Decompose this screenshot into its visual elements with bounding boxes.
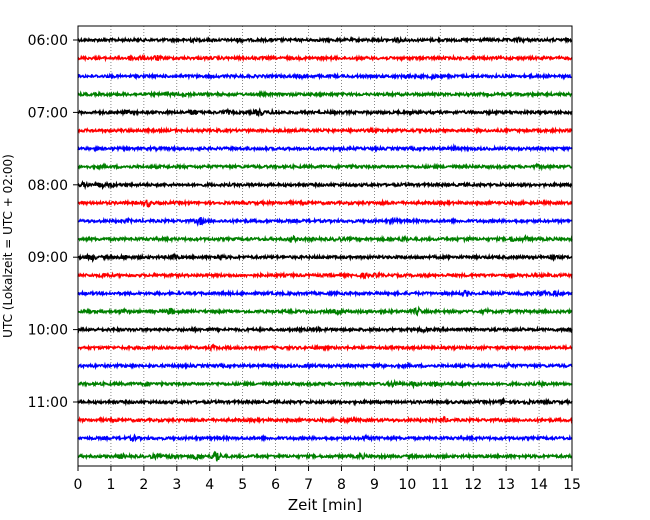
y-axis-ticks: 06:00 07:00 08:00 09:00 10:00 11:00 bbox=[28, 33, 78, 411]
x-axis-ticks: 0 1 2 3 4 5 6 7 8 9 10 11 12 13 14 15 bbox=[74, 466, 581, 493]
plot-frame bbox=[77, 25, 573, 467]
trace-0945 bbox=[77, 305, 573, 317]
trace-1015 bbox=[77, 343, 573, 353]
y-axis-label: UTC (Lokalzeit = UTC + 02:00) bbox=[1, 154, 15, 338]
trace-0915 bbox=[77, 270, 573, 280]
y-tick-label: 06:00 bbox=[28, 33, 68, 49]
trace-0730 bbox=[77, 143, 573, 153]
trace-0615 bbox=[77, 53, 573, 63]
trace-1115 bbox=[77, 415, 573, 425]
y-tick-label: 11:00 bbox=[28, 395, 68, 411]
x-tick-label: 10 bbox=[398, 477, 416, 493]
x-tick-label: 3 bbox=[172, 477, 181, 493]
x-tick-label: 9 bbox=[370, 477, 379, 493]
trace-0800 bbox=[77, 180, 573, 191]
x-tick-label: 8 bbox=[337, 477, 346, 493]
trace-1030 bbox=[77, 361, 573, 371]
trace-1045 bbox=[77, 378, 573, 390]
x-tick-label: 13 bbox=[497, 477, 515, 493]
x-tick-label: 5 bbox=[238, 477, 247, 493]
trace-0600 bbox=[77, 35, 573, 45]
trace-lines bbox=[77, 35, 573, 462]
x-tick-label: 14 bbox=[530, 477, 548, 493]
x-tick-label: 6 bbox=[271, 477, 280, 493]
trace-1130 bbox=[77, 433, 573, 443]
x-tick-label: 2 bbox=[139, 477, 148, 493]
trace-1100 bbox=[77, 396, 573, 407]
y-tick-label: 08:00 bbox=[28, 178, 68, 194]
trace-0815 bbox=[77, 198, 573, 208]
y-tick-label: 10:00 bbox=[28, 323, 68, 339]
y-tick-label: 09:00 bbox=[28, 250, 68, 266]
x-tick-label: 4 bbox=[205, 477, 214, 493]
trace-0830 bbox=[77, 216, 573, 227]
x-axis-label: Zeit [min] bbox=[288, 496, 362, 514]
x-tick-label: 12 bbox=[464, 477, 482, 493]
x-tick-label: 7 bbox=[304, 477, 313, 493]
x-tick-label: 11 bbox=[431, 477, 449, 493]
trace-1000 bbox=[77, 325, 573, 335]
trace-1145 bbox=[77, 450, 573, 462]
trace-0630 bbox=[77, 71, 573, 81]
x-tick-label: 15 bbox=[563, 477, 581, 493]
trace-0900 bbox=[77, 252, 573, 263]
trace-0845 bbox=[77, 234, 573, 244]
trace-0645 bbox=[77, 89, 573, 99]
trace-0745 bbox=[77, 162, 573, 172]
trace-0715 bbox=[77, 126, 573, 135]
vertical-grid-lines bbox=[110, 26, 540, 466]
trace-0930 bbox=[77, 288, 573, 298]
trace-0700 bbox=[77, 107, 573, 118]
x-tick-label: 1 bbox=[106, 477, 115, 493]
y-tick-label: 07:00 bbox=[28, 105, 68, 121]
x-tick-label: 0 bbox=[74, 477, 83, 493]
